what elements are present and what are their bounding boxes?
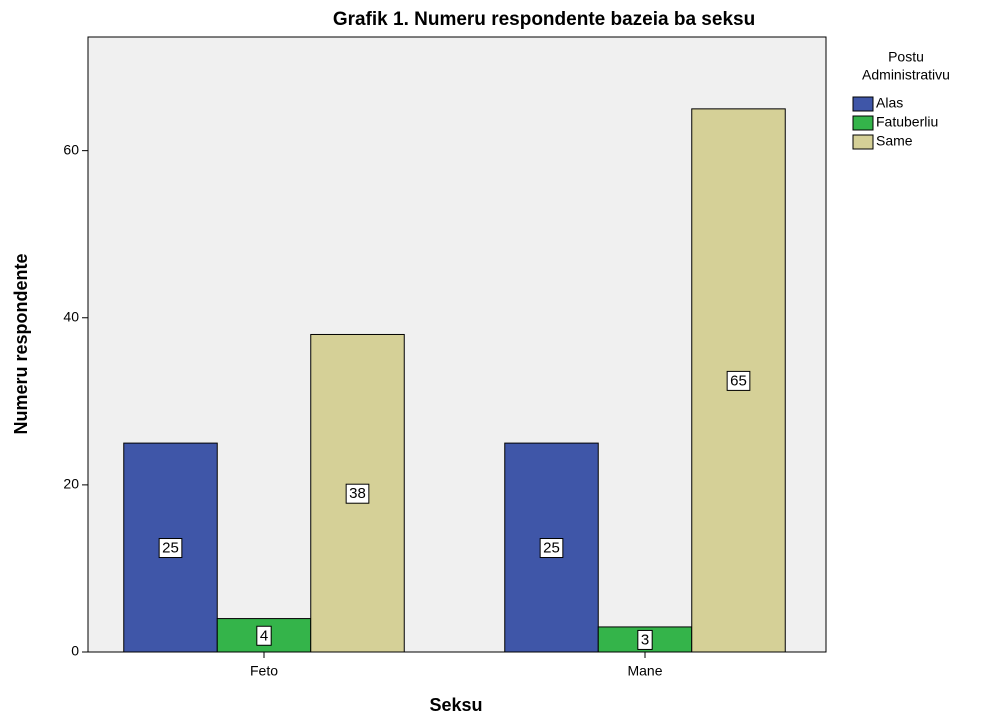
y-tick-label: 40 <box>63 308 79 324</box>
y-tick-label: 60 <box>63 141 79 157</box>
value-label: 25 <box>162 540 179 557</box>
value-label: 3 <box>641 631 649 648</box>
value-label-box <box>345 483 370 504</box>
legend-title: Postu <box>888 49 924 65</box>
value-label: 4 <box>260 627 268 644</box>
legend-label: Alas <box>876 95 903 111</box>
x-tick-label: Mane <box>627 663 662 679</box>
value-label-box <box>256 625 272 646</box>
value-label: 25 <box>543 540 560 557</box>
legend-label: Same <box>876 133 913 149</box>
legend-swatch <box>852 115 874 131</box>
value-label: 65 <box>730 372 747 389</box>
x-axis-title: Seksu <box>429 695 482 715</box>
y-tick-label: 0 <box>71 643 79 659</box>
legend-label: Fatuberliu <box>876 114 938 130</box>
legend-swatch <box>852 134 874 150</box>
value-label: 38 <box>349 485 366 502</box>
value-label-box <box>539 538 564 559</box>
y-tick-label: 20 <box>63 476 79 492</box>
y-axis-title: Numeru respondente <box>11 253 31 434</box>
x-tick-label: Feto <box>250 663 278 679</box>
legend-title: Administrativu <box>862 67 950 83</box>
value-label-box <box>158 538 183 559</box>
chart-title: Grafik 1. Numeru respondente bazeia ba s… <box>333 9 755 30</box>
legend-swatch <box>852 96 874 112</box>
value-label-box <box>726 370 751 391</box>
value-label-box <box>637 629 653 650</box>
